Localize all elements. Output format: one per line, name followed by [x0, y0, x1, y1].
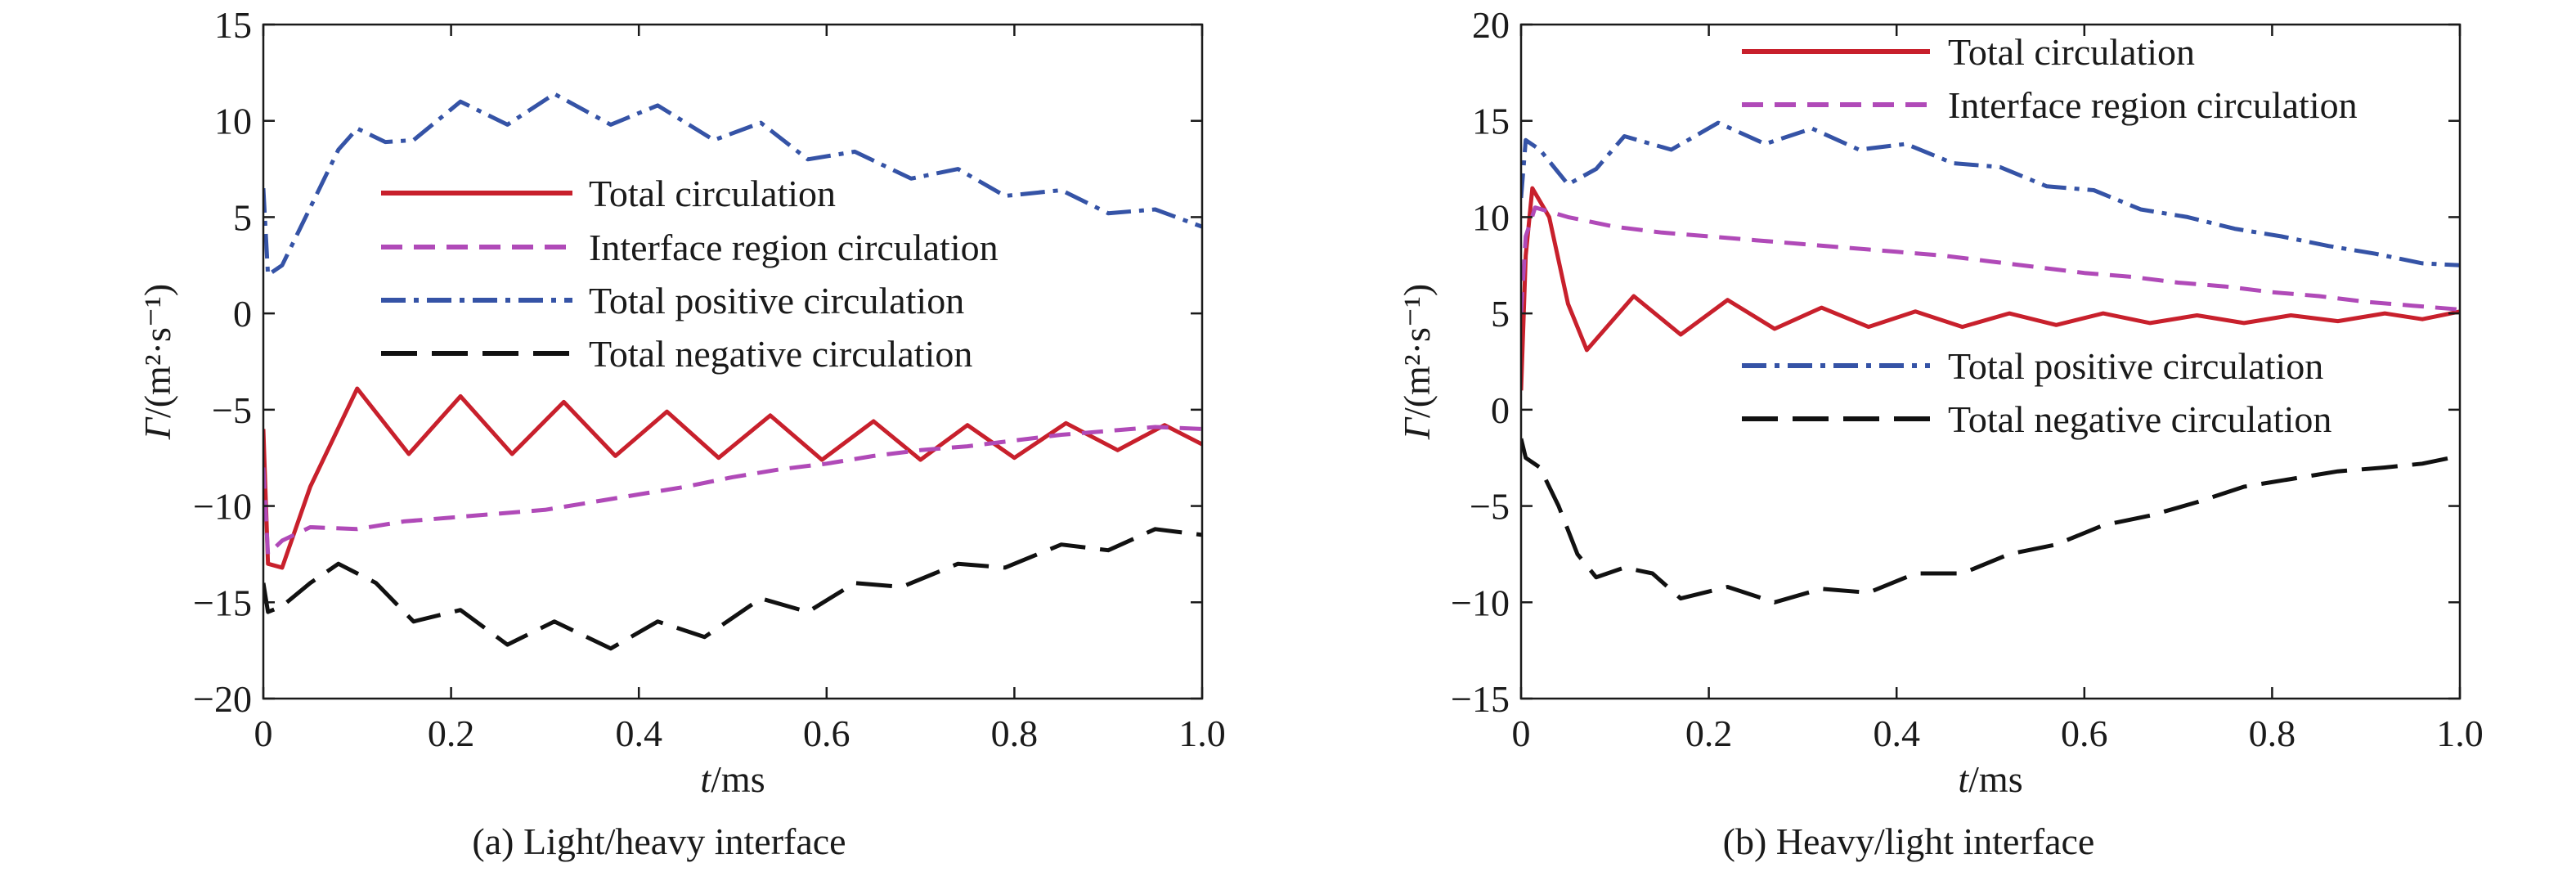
chart-b-legend: Total circulation Interface region circul…: [1742, 31, 2358, 440]
chart-a-legend-label-2: Total positive circulation: [589, 280, 964, 321]
chart-a-y-tick-label: 10: [214, 101, 252, 142]
chart-b-y-tick-label: −10: [1451, 582, 1510, 623]
chart-a-legend: Total circulation Interface region circul…: [381, 173, 999, 375]
chart-a-series: [263, 92, 1202, 651]
chart-b-y-tick-label: 15: [1472, 101, 1510, 142]
chart-b-panel: 0 0.2 0.4 0.6 0.8 1.0 −15 −10 −5 0 5 10 15 20 t/ms Γ…: [1396, 4, 2484, 862]
chart-a-x-tick-label: 0: [254, 712, 273, 754]
chart-b-legend-label-2: Total positive circulation: [1948, 345, 2323, 387]
chart-b-y-tick-label: 20: [1472, 4, 1510, 46]
chart-b-y-axis: −15 −10 −5 0 5 10 15 20: [1451, 4, 2460, 720]
chart-b-x-tick-label: 0.4: [1873, 712, 1920, 754]
chart-a-y-axis-label: Γ/(m²·s⁻¹): [137, 284, 178, 440]
chart-a-plot-frame: [262, 23, 1204, 700]
chart-b-series-2-line: [1521, 120, 2460, 267]
chart-b-x-tick-label: 0.6: [2061, 712, 2108, 754]
chart-a-legend-label-0: Total circulation: [589, 173, 836, 214]
chart-a-y-tick-label: 15: [214, 4, 252, 46]
chart-b-plot-frame: [1519, 23, 2462, 700]
chart-a-series-3-line: [263, 527, 1202, 651]
chart-b-x-tick-label: 1.0: [2436, 712, 2484, 754]
chart-a-y-tick-label: −20: [193, 678, 252, 720]
chart-b-legend-label-0: Total circulation: [1948, 31, 2195, 73]
chart-b-x-tick-label: 0: [1512, 712, 1531, 754]
chart-a-x-tick-label: 0.8: [991, 712, 1039, 754]
chart-b-y-tick-label: 5: [1491, 293, 1510, 335]
chart-b-y-tick-label: −15: [1451, 678, 1510, 720]
chart-b-series-1-line: [1521, 205, 2460, 314]
chart-b-legend-label-3: Total negative circulation: [1948, 398, 2331, 440]
chart-a-x-axis-label: t/ms: [700, 758, 765, 800]
chart-a-x-tick-label: 1.0: [1178, 712, 1226, 754]
chart-b-series-3-line: [1521, 438, 2460, 605]
chart-a-y-tick-label: −5: [212, 389, 252, 431]
chart-a-y-tick-label: 5: [233, 196, 252, 238]
chart-b-x-axis: 0 0.2 0.4 0.6 0.8 1.0: [1512, 25, 2484, 754]
chart-a-y-tick-label: −15: [193, 582, 252, 623]
chart-a-legend-label-1: Interface region circulation: [589, 227, 999, 268]
chart-b-series: [1521, 120, 2460, 605]
chart-b-legend-label-1: Interface region circulation: [1948, 84, 2358, 126]
chart-b-y-tick-label: −5: [1470, 486, 1510, 528]
chart-a-y-tick-label: 0: [233, 293, 252, 335]
chart-a-series-1-line: [263, 425, 1202, 556]
chart-b-series-0-line: [1521, 186, 2460, 391]
chart-a-caption: (a) Light/heavy interface: [472, 820, 846, 862]
chart-b-x-axis-label: t/ms: [1958, 758, 2022, 800]
chart-a-x-axis: 0 0.2 0.4 0.6 0.8 1.0: [254, 25, 1226, 754]
chart-a-series-0-line: [263, 386, 1202, 570]
chart-a-y-tick-label: −10: [193, 486, 252, 528]
chart-a-x-tick-label: 0.4: [615, 712, 662, 754]
chart-a-legend-label-3: Total negative circulation: [589, 333, 972, 375]
chart-b-y-axis-label: Γ/(m²·s⁻¹): [1396, 284, 1438, 440]
chart-a-x-tick-label: 0.6: [803, 712, 850, 754]
chart-b-caption: (b) Heavy/light interface: [1723, 820, 2095, 862]
chart-b-y-tick-label: 0: [1491, 389, 1510, 431]
chart-b-y-tick-label: 10: [1472, 196, 1510, 238]
chart-a-x-tick-label: 0.2: [428, 712, 475, 754]
chart-a-y-axis: −20 −15 −10 −5 0 5 10 15: [193, 4, 1202, 720]
chart-b-x-tick-label: 0.2: [1685, 712, 1733, 754]
chart-b-x-tick-label: 0.8: [2249, 712, 2296, 754]
